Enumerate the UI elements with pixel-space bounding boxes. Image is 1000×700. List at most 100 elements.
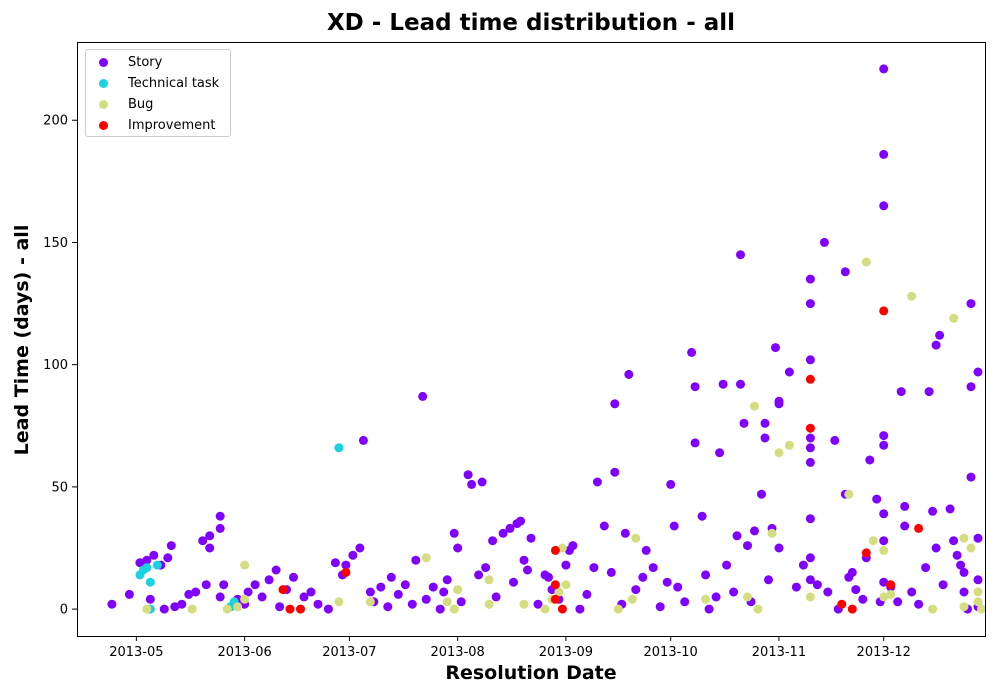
scatter-point bbox=[393, 589, 403, 599]
scatter-point bbox=[306, 587, 316, 597]
scatter-point bbox=[879, 536, 889, 546]
scatter-point bbox=[453, 585, 463, 595]
scatter-point bbox=[516, 516, 525, 526]
scatter-point bbox=[561, 560, 571, 570]
scatter-point bbox=[124, 589, 134, 599]
scatter-point bbox=[334, 443, 344, 453]
scatter-point bbox=[847, 567, 857, 577]
scatter-point bbox=[921, 563, 931, 573]
scatter-point bbox=[736, 250, 745, 260]
scatter-point bbox=[844, 489, 854, 499]
x-tick-label: 2013-05 bbox=[109, 645, 163, 660]
scatter-point bbox=[914, 599, 924, 609]
chart-title: XD - Lead time distribution - all bbox=[326, 10, 736, 36]
scatter-point bbox=[879, 509, 889, 519]
scatter-point bbox=[296, 604, 305, 614]
scatter-point bbox=[358, 435, 368, 445]
scatter-point bbox=[187, 604, 197, 614]
scatter-point bbox=[959, 533, 969, 543]
scatter-point bbox=[973, 367, 983, 377]
scatter-point bbox=[805, 299, 815, 309]
scatter-point bbox=[760, 418, 770, 428]
x-axis-label: Resolution Date bbox=[445, 662, 617, 684]
scatter-point bbox=[879, 592, 889, 602]
scatter-point bbox=[554, 587, 564, 597]
scatter-point bbox=[959, 587, 969, 597]
scatter-point bbox=[819, 237, 829, 247]
scatter-point bbox=[599, 521, 609, 531]
scatter-point bbox=[184, 589, 194, 599]
scatter-point bbox=[732, 531, 742, 541]
scatter-point bbox=[544, 572, 553, 582]
scatter-point bbox=[949, 313, 959, 323]
scatter-point bbox=[145, 577, 155, 587]
scatter-point bbox=[858, 594, 868, 604]
legend-item: Technical task bbox=[86, 73, 219, 93]
scatter-point bbox=[550, 594, 560, 604]
scatter-point bbox=[680, 597, 690, 607]
scatter-point bbox=[264, 575, 274, 585]
scatter-point bbox=[966, 382, 976, 392]
scatter-point bbox=[557, 604, 567, 614]
scatter-point bbox=[341, 567, 351, 577]
scatter-point bbox=[701, 570, 711, 580]
scatter-point bbox=[879, 545, 889, 555]
scatter-point bbox=[135, 558, 145, 568]
scatter-point bbox=[243, 587, 253, 597]
scatter-point bbox=[701, 594, 711, 604]
y-tick-label: 100 bbox=[43, 358, 68, 373]
scatter-point bbox=[386, 572, 396, 582]
scatter-point bbox=[421, 594, 431, 604]
scatter-point bbox=[956, 560, 966, 570]
scatter-point bbox=[704, 604, 714, 614]
scatter-point bbox=[938, 580, 948, 590]
x-tick-label: 2013-11 bbox=[752, 645, 806, 660]
scatter-point bbox=[631, 533, 641, 543]
scatter-point bbox=[924, 387, 934, 397]
scatter-point bbox=[449, 604, 459, 614]
scatter-point bbox=[931, 543, 941, 553]
scatter-point bbox=[453, 543, 463, 553]
scatter-point bbox=[215, 523, 225, 533]
scatter-point bbox=[271, 565, 281, 575]
scatter-point bbox=[879, 64, 889, 74]
scatter-point bbox=[488, 536, 498, 546]
scatter-point bbox=[442, 575, 452, 585]
x-tick-label: 2013-07 bbox=[322, 645, 376, 660]
scatter-point bbox=[575, 604, 585, 614]
scatter-point bbox=[222, 604, 232, 614]
scatter-point bbox=[435, 604, 445, 614]
scatter-point bbox=[411, 555, 421, 565]
legend: Story Technical task Bug Improvement bbox=[85, 49, 231, 137]
scatter-point bbox=[624, 369, 634, 379]
scatter-point bbox=[805, 433, 815, 443]
scatter-point bbox=[977, 604, 986, 614]
scatter-point bbox=[142, 604, 152, 614]
scatter-point bbox=[205, 543, 215, 553]
scatter-point bbox=[198, 536, 208, 546]
scatter-point bbox=[774, 399, 784, 409]
scatter-point bbox=[233, 602, 243, 612]
scatter-point bbox=[711, 592, 721, 602]
scatter-point bbox=[837, 599, 847, 609]
scatter-point bbox=[805, 457, 815, 467]
legend-label: Technical task bbox=[128, 75, 220, 91]
scatter-point bbox=[662, 577, 672, 587]
scatter-point bbox=[620, 528, 630, 538]
scatter-point bbox=[931, 340, 941, 350]
scatter-point bbox=[215, 592, 225, 602]
scatter-point bbox=[750, 401, 759, 411]
scatter-point bbox=[798, 560, 808, 570]
scatter-point bbox=[729, 587, 739, 597]
scatter-point bbox=[205, 531, 215, 541]
scatter-point bbox=[945, 504, 955, 514]
scatter-point bbox=[149, 550, 159, 560]
scatter-point bbox=[418, 391, 428, 401]
scatter-point bbox=[484, 575, 494, 585]
scatter-point bbox=[355, 543, 365, 553]
scatter-point bbox=[376, 582, 386, 592]
legend-item: Story bbox=[86, 52, 162, 72]
scatter-point bbox=[557, 543, 567, 553]
scatter-point bbox=[805, 355, 815, 365]
scatter-point bbox=[879, 577, 889, 587]
